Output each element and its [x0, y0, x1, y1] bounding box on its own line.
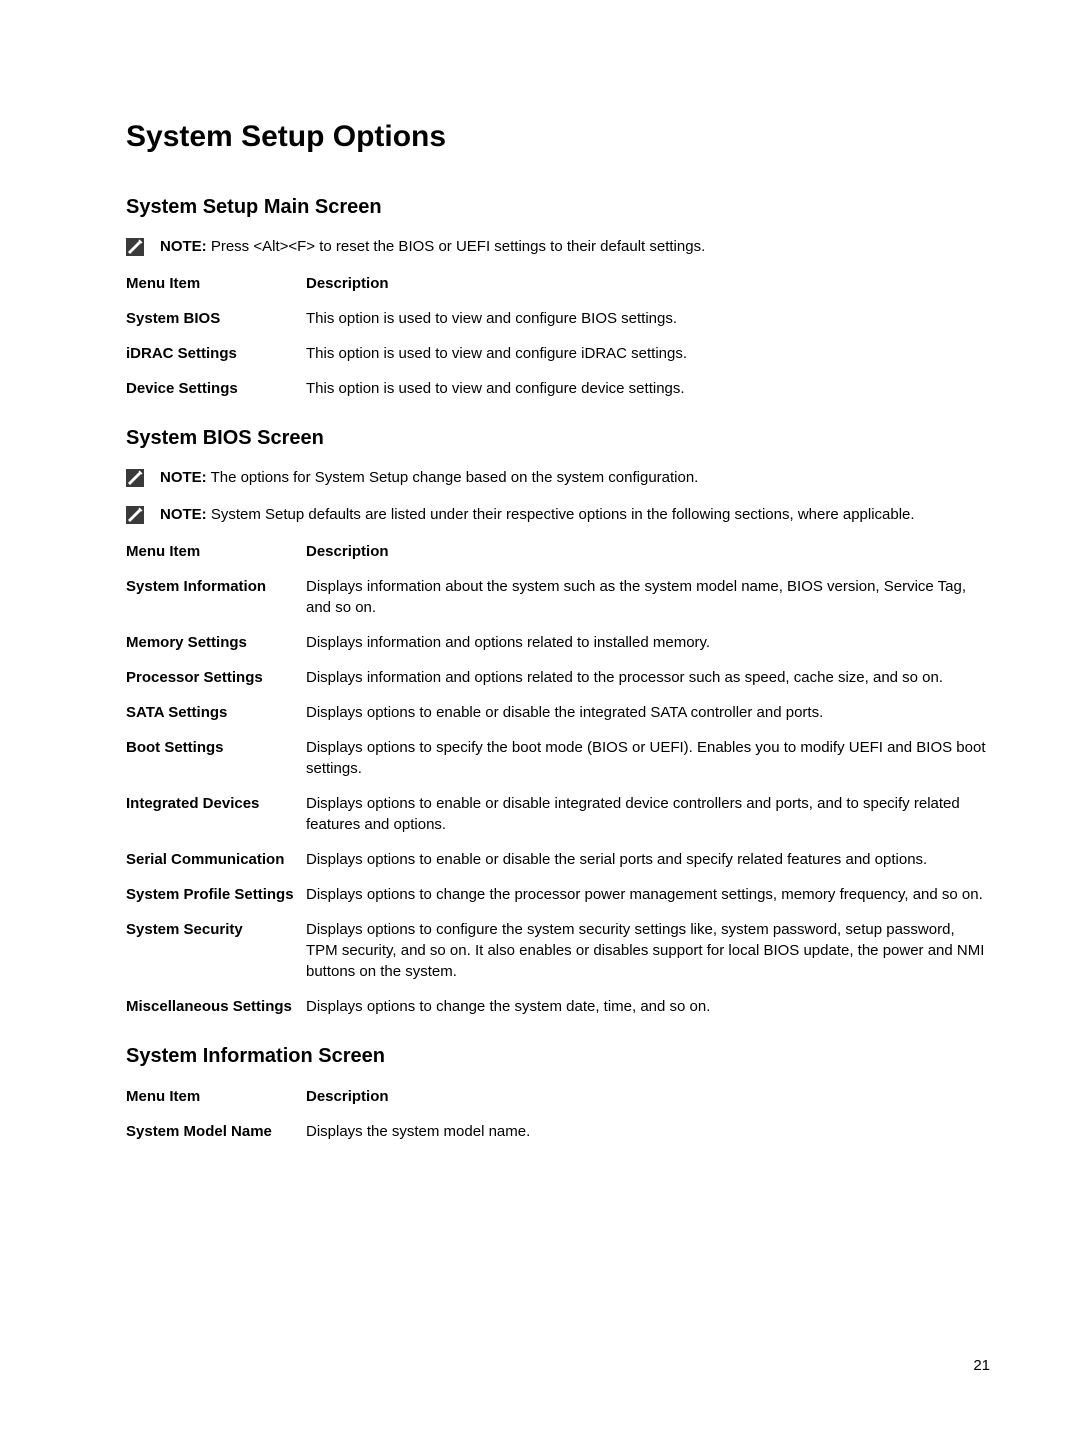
row-desc: Displays information and options related…	[306, 667, 990, 688]
row-item: SATA Settings	[126, 702, 306, 723]
row-desc: This option is used to view and configur…	[306, 343, 990, 364]
row-desc: Displays options to change the processor…	[306, 884, 990, 905]
row-item: System BIOS	[126, 308, 306, 329]
row-desc: Displays options to specify the boot mod…	[306, 737, 990, 779]
row-desc: Displays options to enable or disable th…	[306, 849, 990, 870]
row-desc: Displays information about the system su…	[306, 576, 990, 618]
note-icon	[126, 506, 144, 524]
row-item: System Profile Settings	[126, 884, 306, 905]
row-item: Device Settings	[126, 378, 306, 399]
col-item: Menu Item	[126, 1086, 306, 1107]
page-number: 21	[973, 1357, 990, 1374]
table-row: System Model Name Displays the system mo…	[126, 1121, 990, 1142]
column-header: Menu Item Description	[126, 541, 990, 562]
column-header: Menu Item Description	[126, 1086, 990, 1107]
row-item: Processor Settings	[126, 667, 306, 688]
col-desc: Description	[306, 1086, 990, 1107]
note-body: System Setup defaults are listed under t…	[207, 506, 915, 523]
row-item: Integrated Devices	[126, 793, 306, 814]
section-heading-sysinfo: System Information Screen	[126, 1045, 990, 1068]
note-body: Press <Alt><F> to reset the BIOS or UEFI…	[207, 238, 706, 255]
row-desc: Displays options to enable or disable in…	[306, 793, 990, 835]
table-row: Integrated Devices Displays options to e…	[126, 793, 990, 835]
row-desc: This option is used to view and configur…	[306, 378, 990, 399]
row-desc: Displays the system model name.	[306, 1121, 990, 1142]
note-label: NOTE:	[160, 238, 207, 255]
note-main: NOTE: Press <Alt><F> to reset the BIOS o…	[126, 237, 990, 257]
column-header: Menu Item Description	[126, 273, 990, 294]
note-body: The options for System Setup change base…	[207, 469, 699, 486]
table-row: System Information Displays information …	[126, 576, 990, 618]
section-heading-bios: System BIOS Screen	[126, 427, 990, 450]
row-item: Serial Communication	[126, 849, 306, 870]
row-item: Memory Settings	[126, 632, 306, 653]
row-desc: Displays options to configure the system…	[306, 919, 990, 982]
col-desc: Description	[306, 541, 990, 562]
note-icon	[126, 469, 144, 487]
page-title: System Setup Options	[126, 120, 990, 154]
row-item: System Security	[126, 919, 306, 940]
table-row: System BIOS This option is used to view …	[126, 308, 990, 329]
row-item: Miscellaneous Settings	[126, 996, 306, 1017]
table-row: System Profile Settings Displays options…	[126, 884, 990, 905]
note-bios-1: NOTE: The options for System Setup chang…	[126, 468, 990, 488]
note-text: NOTE: System Setup defaults are listed u…	[160, 505, 915, 525]
section-heading-main: System Setup Main Screen	[126, 196, 990, 219]
note-text: NOTE: Press <Alt><F> to reset the BIOS o…	[160, 237, 705, 257]
row-item: System Model Name	[126, 1121, 306, 1142]
table-row: Miscellaneous Settings Displays options …	[126, 996, 990, 1017]
table-row: Serial Communication Displays options to…	[126, 849, 990, 870]
col-desc: Description	[306, 273, 990, 294]
note-icon	[126, 238, 144, 256]
table-row: System Security Displays options to conf…	[126, 919, 990, 982]
row-desc: Displays options to enable or disable th…	[306, 702, 990, 723]
row-item: System Information	[126, 576, 306, 597]
note-text: NOTE: The options for System Setup chang…	[160, 468, 698, 488]
row-desc: Displays information and options related…	[306, 632, 990, 653]
note-bios-2: NOTE: System Setup defaults are listed u…	[126, 505, 990, 525]
table-row: Device Settings This option is used to v…	[126, 378, 990, 399]
table-row: Memory Settings Displays information and…	[126, 632, 990, 653]
col-item: Menu Item	[126, 273, 306, 294]
table-row: SATA Settings Displays options to enable…	[126, 702, 990, 723]
col-item: Menu Item	[126, 541, 306, 562]
row-item: Boot Settings	[126, 737, 306, 758]
row-desc: Displays options to change the system da…	[306, 996, 990, 1017]
row-desc: This option is used to view and configur…	[306, 308, 990, 329]
table-row: Processor Settings Displays information …	[126, 667, 990, 688]
note-label: NOTE:	[160, 506, 207, 523]
table-row: iDRAC Settings This option is used to vi…	[126, 343, 990, 364]
note-label: NOTE:	[160, 469, 207, 486]
table-row: Boot Settings Displays options to specif…	[126, 737, 990, 779]
row-item: iDRAC Settings	[126, 343, 306, 364]
